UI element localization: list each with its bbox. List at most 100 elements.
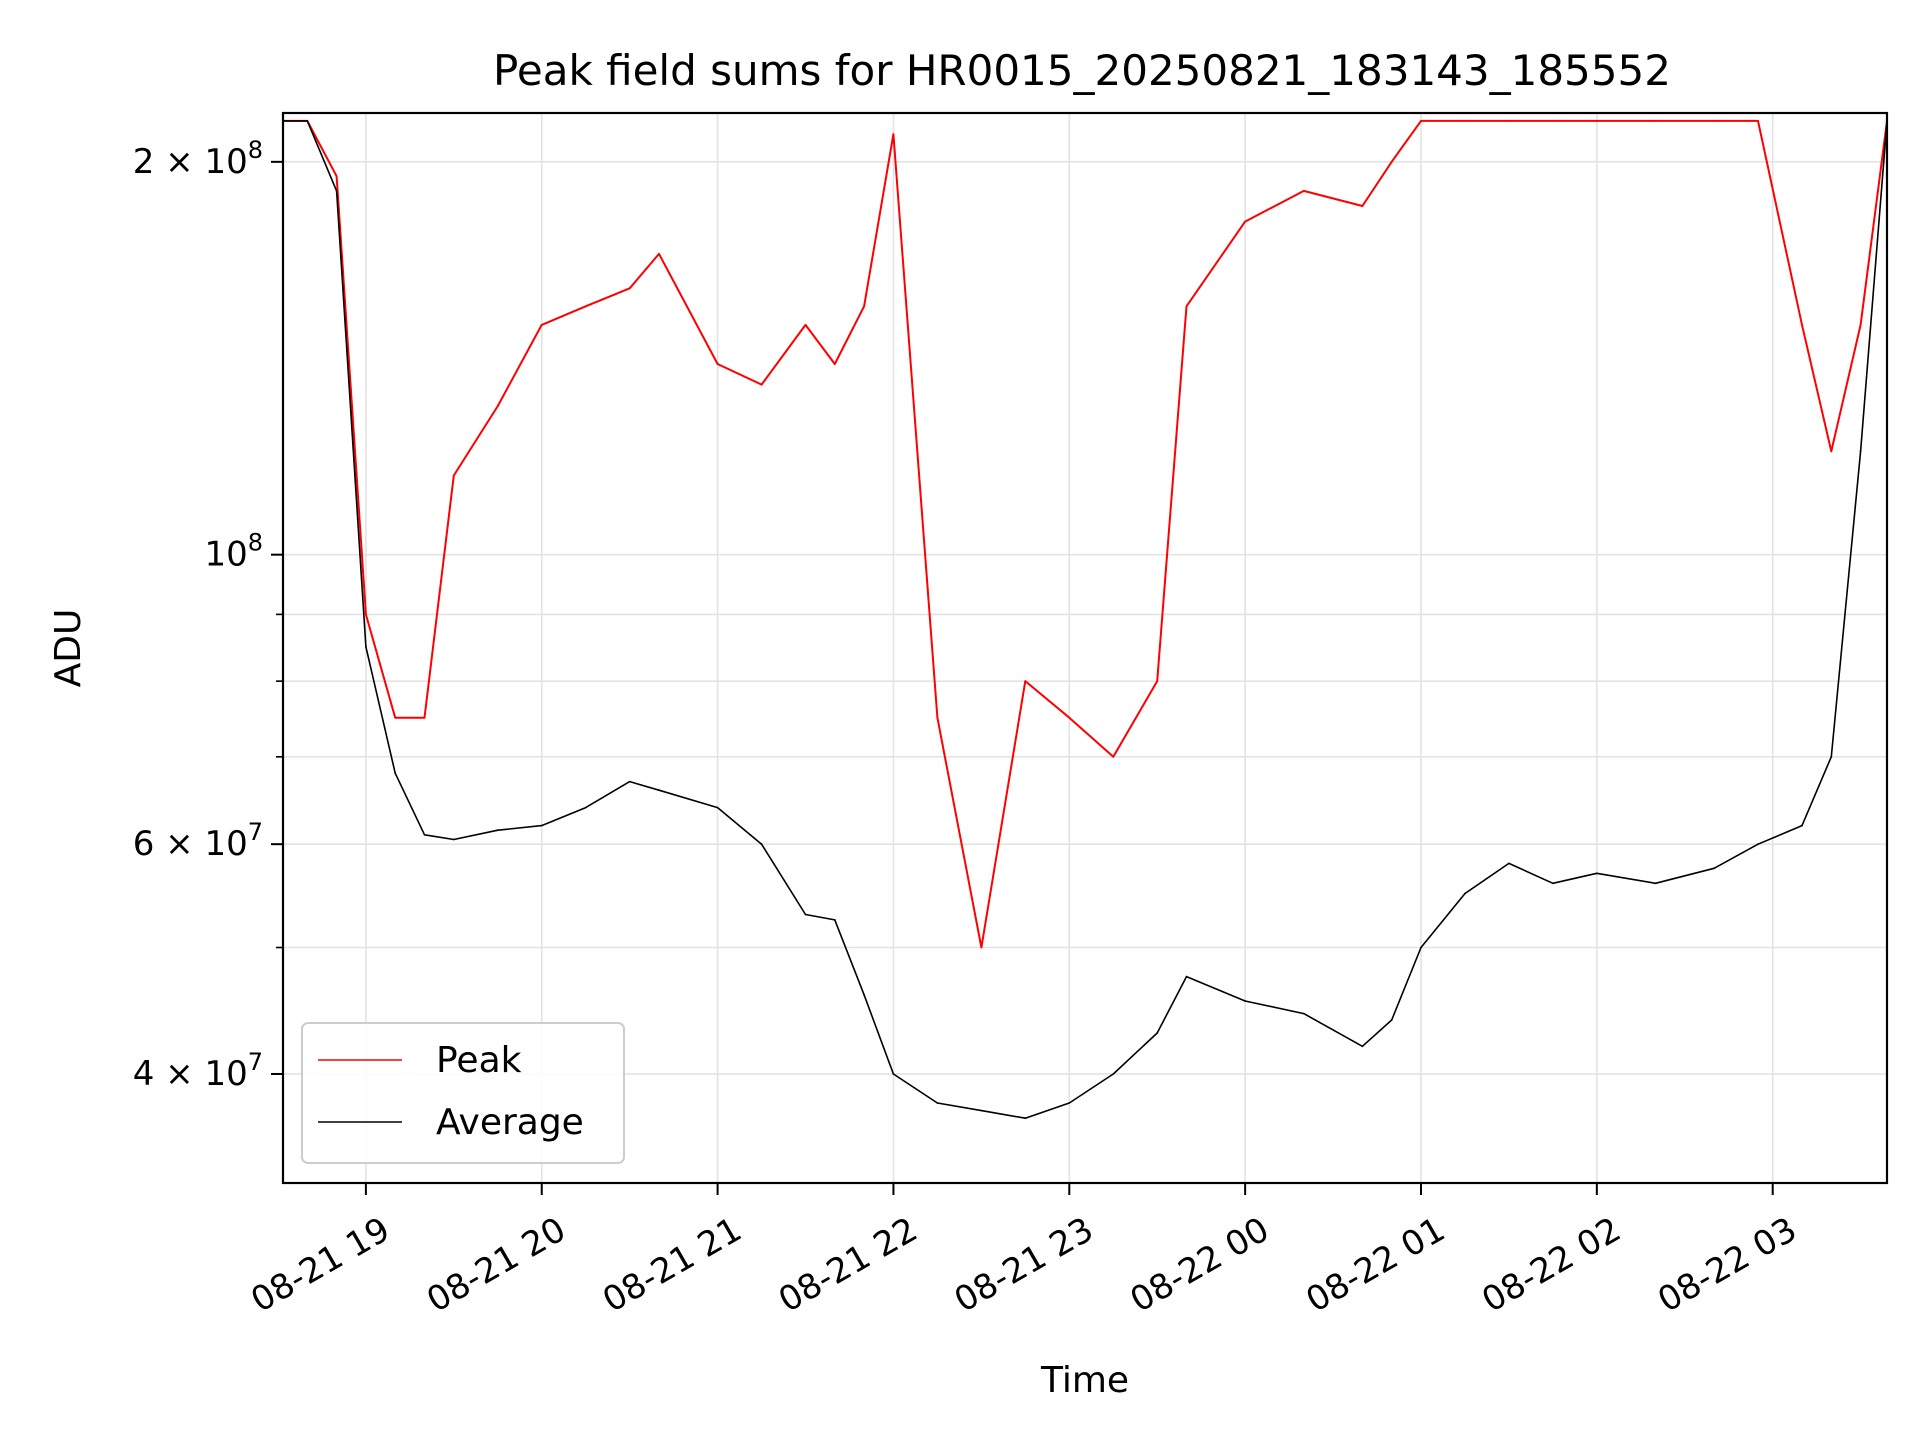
data-point-peak [1757, 120, 1759, 122]
data-point-peak [423, 716, 426, 719]
data-point-average [980, 1109, 983, 1112]
plot-frame [281, 111, 1889, 1185]
data-point-peak [760, 383, 763, 386]
data-point-peak [584, 305, 587, 308]
data-point-peak [1302, 190, 1305, 192]
data-point-peak [1713, 120, 1715, 122]
data-point-average [1361, 1045, 1364, 1048]
data-point-peak [1244, 220, 1246, 223]
data-point-average [1390, 1019, 1393, 1021]
data-point-average [335, 190, 338, 192]
data-point-peak [1830, 450, 1833, 453]
data-point-average [1112, 1073, 1115, 1075]
legend: Peak Average [301, 1022, 625, 1164]
data-point-peak [1420, 120, 1422, 122]
data-point-average [1420, 946, 1422, 949]
data-point-peak [1464, 120, 1466, 122]
data-point-peak [540, 324, 543, 326]
data-point-average [540, 824, 543, 827]
y-tick-base: 6 × 10 [133, 824, 248, 864]
data-point-peak [1508, 120, 1510, 122]
x-axis-title: Time [1040, 1360, 1129, 1401]
data-point-average [1185, 975, 1188, 978]
y-tick-base: 4 × 10 [133, 1054, 248, 1094]
legend-box [301, 1022, 625, 1164]
data-point-average [1024, 1117, 1027, 1120]
data-point-average [584, 806, 587, 809]
data-point-peak [863, 305, 865, 308]
y-tick-exponent: 8 [248, 136, 263, 164]
data-point-peak [1552, 120, 1554, 122]
data-point-average [1552, 882, 1554, 885]
y-tick-base: 2 × 10 [133, 142, 248, 182]
data-point-peak [1156, 680, 1159, 682]
data-point-peak [452, 474, 455, 477]
data-point-average [394, 772, 397, 775]
data-point-peak [365, 613, 367, 616]
y-tick-label: 2 × 108 [133, 136, 263, 182]
data-point-average [658, 789, 660, 792]
y-axis-title: ADU [48, 609, 89, 688]
data-point-average [936, 1102, 939, 1104]
data-point-peak [1595, 120, 1598, 122]
data-point-average [1859, 450, 1862, 453]
data-point-peak [628, 287, 631, 290]
data-point-peak [936, 716, 939, 719]
data-point-average [452, 838, 455, 841]
y-tick-exponent: 7 [248, 1048, 263, 1076]
data-point-peak [1185, 305, 1188, 308]
y-tick-exponent: 8 [248, 529, 263, 557]
data-point-average [863, 993, 865, 996]
data-point-average [423, 833, 426, 836]
legend-label-peak: Peak [436, 1040, 522, 1081]
data-point-peak [833, 363, 836, 365]
data-point-average [804, 913, 807, 916]
data-point-peak [496, 405, 499, 407]
data-point-average [1244, 1000, 1246, 1002]
y-tick-label: 6 × 107 [133, 818, 263, 864]
data-point-average [1068, 1102, 1071, 1104]
data-point-peak [1068, 716, 1071, 719]
data-point-peak [1112, 755, 1115, 758]
data-point-peak [658, 253, 660, 255]
data-point-peak [804, 324, 807, 326]
data-point-average [1595, 872, 1598, 875]
data-point-average [1654, 882, 1657, 885]
data-point-peak [1361, 205, 1364, 207]
y-tick-label: 108 [204, 529, 263, 575]
data-point-average [1302, 1012, 1305, 1015]
chart-title: Peak field sums for HR0015_20250821_1831… [493, 46, 1671, 95]
data-point-average [306, 120, 309, 122]
data-point-peak [716, 363, 719, 365]
data-point-average [1464, 892, 1466, 895]
legend-label-average: Average [436, 1102, 584, 1143]
data-point-average [1713, 867, 1715, 870]
data-point-average [1156, 1032, 1159, 1034]
data-point-peak [980, 946, 983, 949]
data-point-peak [1024, 680, 1027, 682]
data-point-average [496, 829, 499, 832]
data-point-peak [1654, 120, 1657, 122]
data-point-average [365, 645, 367, 648]
data-point-peak [1801, 324, 1803, 326]
y-tick-exponent: 7 [248, 818, 263, 846]
data-point-peak [1859, 324, 1862, 326]
data-point-average [760, 843, 763, 846]
series-layer [283, 119, 1887, 1120]
y-tick-base: 10 [204, 535, 247, 575]
data-point-average [1801, 824, 1803, 827]
data-point-average [1757, 843, 1759, 846]
data-point-average [833, 919, 836, 921]
y-tick-label: 4 × 107 [133, 1048, 263, 1094]
data-point-average [1830, 755, 1833, 758]
data-point-peak [394, 716, 397, 719]
data-point-peak [892, 133, 895, 136]
data-point-average [716, 806, 719, 809]
data-point-peak [1390, 160, 1393, 163]
data-point-average [628, 780, 631, 783]
data-point-average [892, 1073, 895, 1075]
